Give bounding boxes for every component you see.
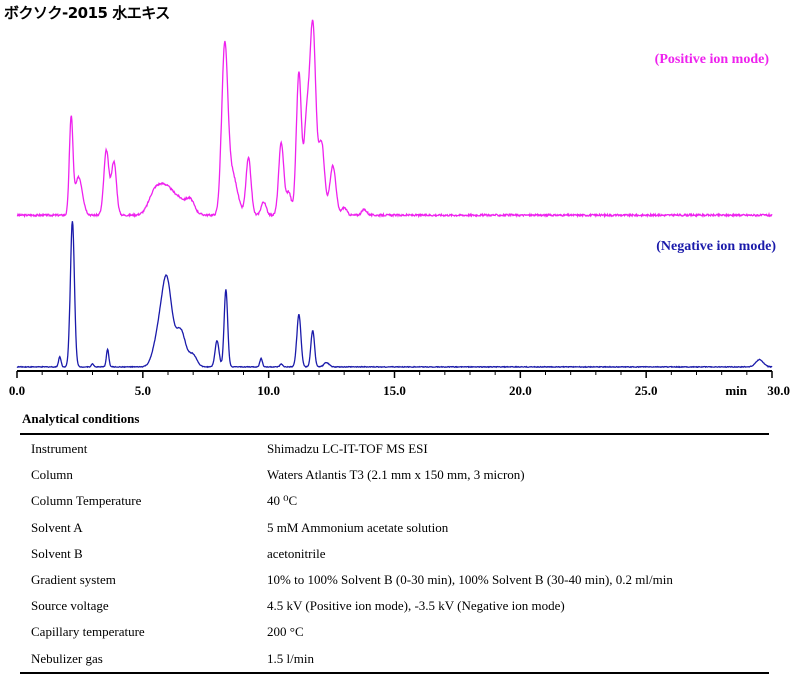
- condition-value: Waters Atlantis T3 (2.1 mm x 150 mm, 3 m…: [267, 467, 525, 483]
- condition-label: Capillary temperature: [31, 624, 145, 640]
- condition-label: Solvent A: [31, 519, 83, 535]
- condition-value: Shimadzu LC-IT-TOF MS ESI: [267, 441, 428, 457]
- negative-ion-trace: [16, 221, 773, 369]
- table-top-rule: [20, 433, 769, 435]
- x-axis-ticks: 0.0 5.0 10.0 15.0 20.0 25.0 30.0: [9, 371, 790, 398]
- condition-row: Solvent A 5 mM Ammonium acetate solution: [20, 515, 769, 541]
- condition-label: Gradient system: [31, 572, 116, 588]
- condition-value: 40 ⁰C: [267, 493, 298, 509]
- condition-row: Instrument Shimadzu LC-IT-TOF MS ESI: [20, 436, 769, 462]
- x-tick-label: 15.0: [383, 383, 406, 398]
- condition-row: Nebulizer gas 1.5 l/min: [20, 646, 769, 672]
- condition-label: Instrument: [31, 441, 88, 457]
- conditions-table: Instrument Shimadzu LC-IT-TOF MS ESI Colum…: [20, 436, 769, 672]
- x-tick-label: 20.0: [509, 383, 532, 398]
- conditions-title: Analytical conditions: [22, 411, 140, 426]
- condition-label: Source voltage: [31, 598, 109, 614]
- condition-value: 4.5 kV (Positive ion mode), -3.5 kV (Neg…: [267, 598, 565, 614]
- condition-row: Source voltage 4.5 kV (Positive ion mode)…: [20, 593, 769, 619]
- condition-row: Gradient system 10% to 100% Solvent B (0-…: [20, 567, 769, 593]
- x-tick-label: 10.0: [257, 383, 280, 398]
- negative-ion-label: (Negative ion mode): [656, 239, 776, 254]
- condition-row: Capillary temperature 200 °C: [20, 619, 769, 645]
- condition-label: Column Temperature: [31, 493, 142, 509]
- x-tick-label: 25.0: [635, 383, 658, 398]
- condition-row: Column Temperature 40 ⁰C: [20, 488, 769, 514]
- condition-value: 1.5 l/min: [267, 650, 314, 666]
- positive-ion-label: (Positive ion mode): [655, 52, 770, 67]
- condition-value: 10% to 100% Solvent B (0-30 min), 100% S…: [267, 572, 673, 588]
- condition-label: Column: [31, 467, 73, 483]
- condition-row: Column Waters Atlantis T3 (2.1 mm x 150 m…: [20, 462, 769, 488]
- condition-label: Nebulizer gas: [31, 650, 103, 666]
- table-bottom-rule: [20, 672, 769, 674]
- positive-ion-trace: [16, 19, 773, 219]
- chromatogram-chart: (Positive ion mode) (Negative ion mode) …: [9, 19, 790, 398]
- condition-value: 200 °C: [267, 624, 304, 640]
- condition-value: 5 mM Ammonium acetate solution: [267, 519, 449, 535]
- x-axis-unit: min: [725, 383, 747, 398]
- x-tick-label: 30.0: [767, 383, 790, 398]
- x-tick-label: 0.0: [9, 383, 25, 398]
- x-tick-label: 5.0: [135, 383, 151, 398]
- condition-row: Solvent B acetonitrile: [20, 541, 769, 567]
- condition-label: Solvent B: [31, 545, 83, 561]
- condition-value: acetonitrile: [267, 545, 326, 561]
- page-title: ボクソク-2015 水エキス: [4, 4, 170, 22]
